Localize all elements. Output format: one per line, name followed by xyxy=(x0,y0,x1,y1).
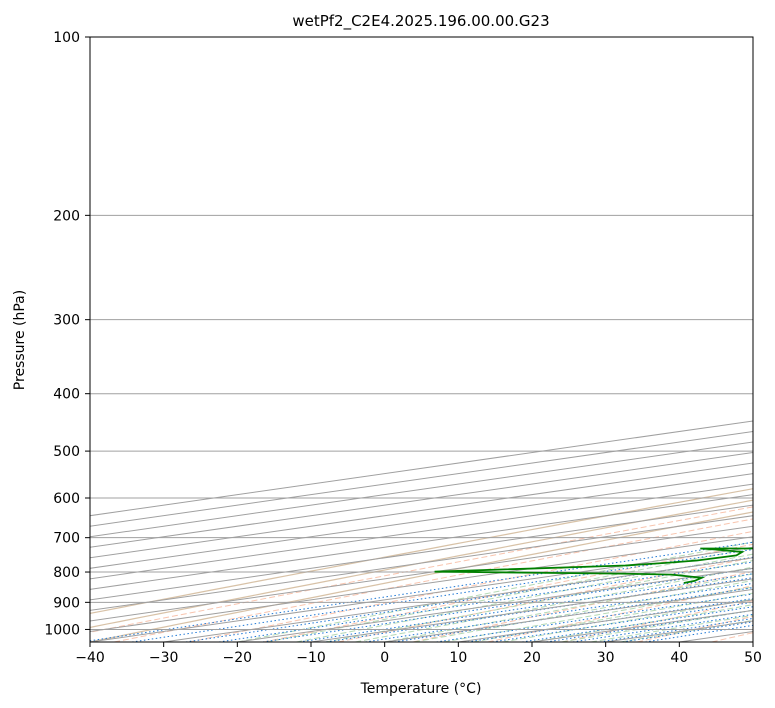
theta-e-line xyxy=(90,499,753,629)
isotherm-line xyxy=(90,504,753,601)
isotherms xyxy=(90,420,753,642)
y-tick-label: 500 xyxy=(53,444,80,460)
plot-frame xyxy=(89,36,754,643)
y-tick-label: 400 xyxy=(53,387,80,403)
mixing-ratio-line xyxy=(365,582,753,642)
x-tick-label: −20 xyxy=(223,650,253,666)
isotherm-line xyxy=(90,536,753,632)
x-tick-label: 20 xyxy=(523,650,541,666)
x-axis-label: Temperature (°C) xyxy=(360,681,482,697)
y-axis-ticks: 100 200 300 400 500 600 700 800 900 1000 xyxy=(44,30,90,638)
x-tick-label: 10 xyxy=(449,650,467,666)
x-tick-label: 50 xyxy=(744,650,762,666)
isotherm-line xyxy=(90,515,753,611)
chart-title: wetPf2_C2E4.2025.196.00.00.G23 xyxy=(292,12,549,31)
theta-e-line xyxy=(90,511,753,642)
isotherm-line xyxy=(90,473,753,569)
y-axis-label: Pressure (hPa) xyxy=(12,290,28,390)
y-tick-label: 200 xyxy=(53,208,80,224)
isotherm-line xyxy=(90,452,753,548)
y-tick-label: 600 xyxy=(53,491,80,507)
y-tick-label: 300 xyxy=(53,313,80,329)
isotherm-line xyxy=(90,462,753,559)
pressure-gridlines xyxy=(90,37,753,630)
dewpoint-profile xyxy=(434,547,753,584)
x-tick-label: −40 xyxy=(75,650,105,666)
isotherm-line xyxy=(90,494,753,590)
isotherm-line xyxy=(90,525,753,622)
dry-adiabats xyxy=(90,506,753,642)
x-tick-label: −30 xyxy=(149,650,179,666)
mixing-ratio-line xyxy=(90,541,753,642)
y-tick-label: 900 xyxy=(53,595,80,611)
x-tick-label: 40 xyxy=(670,650,688,666)
x-axis-ticks: −40 −30 −20 −10 0 10 20 30 40 50 xyxy=(75,642,762,666)
y-tick-label: 700 xyxy=(53,531,80,547)
plot-area: -100-90-80-70-60-50-40-30-20-100.10.20.4… xyxy=(90,37,753,642)
x-tick-label: −10 xyxy=(296,650,326,666)
y-tick-label: 800 xyxy=(53,565,80,581)
x-tick-label: 0 xyxy=(380,650,389,666)
y-tick-label: 100 xyxy=(53,30,80,46)
mixing-ratio-line xyxy=(326,577,753,642)
y-tick-label: 1000 xyxy=(44,622,80,638)
x-tick-label: 30 xyxy=(597,650,615,666)
isotherm-line xyxy=(90,483,753,580)
dry-adiabat-line xyxy=(188,530,753,642)
